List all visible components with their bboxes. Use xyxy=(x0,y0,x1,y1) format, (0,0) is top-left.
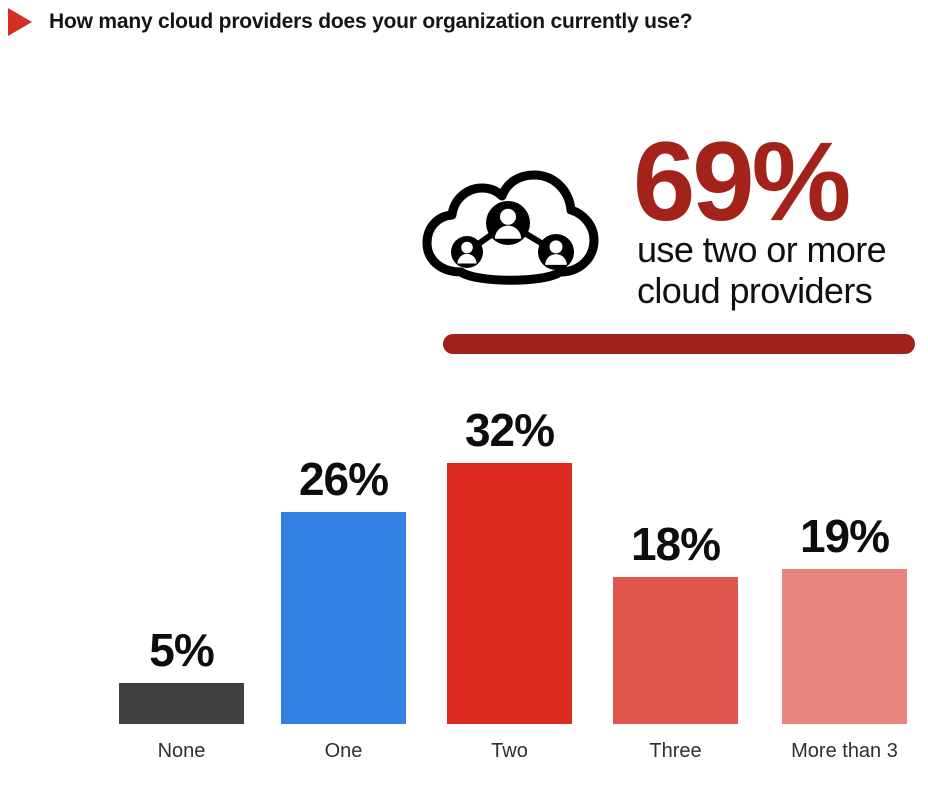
bar-more-than-3 xyxy=(782,569,907,724)
triangle-bullet-icon xyxy=(8,8,32,36)
callout-underline-bar xyxy=(443,334,915,354)
bar-category-label-one: One xyxy=(324,740,363,762)
callout-caption-line1: use two or more xyxy=(637,229,887,270)
bar-one xyxy=(281,512,406,724)
bar-value-label-two: 32% xyxy=(464,404,555,456)
bar-group-more-than-3: 19% More than 3 xyxy=(782,510,907,762)
page-title: How many cloud providers does your organ… xyxy=(49,10,693,33)
bar-category-label-none: None xyxy=(157,740,206,762)
callout-caption: use two or more cloud providers xyxy=(637,229,887,311)
callout-percent: 69% xyxy=(633,119,851,244)
bar-group-none: 5% None xyxy=(119,624,244,762)
bar-group-two: 32% Two xyxy=(447,404,572,762)
bar-group-one: 26% One xyxy=(281,453,406,762)
bar-value-label-three: 18% xyxy=(630,518,721,570)
callout-caption-line2: cloud providers xyxy=(637,270,873,311)
bar-category-label-three: Three xyxy=(649,740,702,762)
bar-value-label-more-than-3: 19% xyxy=(799,510,890,562)
bar-category-label-two: Two xyxy=(491,740,528,762)
bar-category-label-more-than-3: More than 3 xyxy=(791,740,898,762)
bar-value-label-none: 5% xyxy=(149,624,214,676)
bar-none xyxy=(119,683,244,724)
title-row: How many cloud providers does your organ… xyxy=(8,8,693,36)
cloud-network-icon xyxy=(422,170,599,285)
bar-value-label-one: 26% xyxy=(298,453,389,505)
bar-group-three: 18% Three xyxy=(613,518,738,762)
bar-three xyxy=(613,577,738,724)
bar-two xyxy=(447,463,572,724)
